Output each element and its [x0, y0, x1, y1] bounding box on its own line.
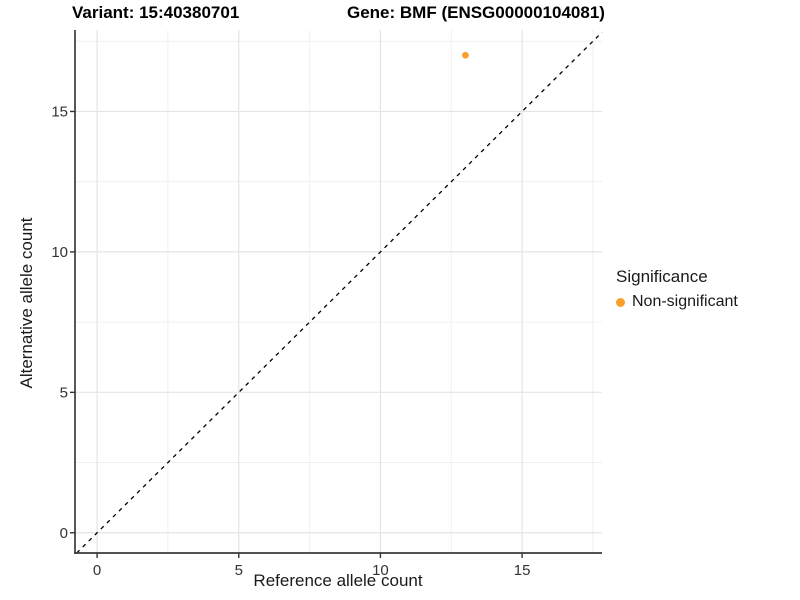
legend: Significance Non-significant — [616, 267, 738, 311]
y-tick-label: 0 — [60, 525, 68, 542]
x-axis-title: Reference allele count — [253, 571, 423, 590]
x-tick-label: 15 — [514, 562, 531, 579]
legend-item: Non-significant — [616, 293, 738, 311]
plot-title-variant: Variant: 15:40380701 — [72, 3, 240, 22]
y-tick-label: 5 — [60, 384, 68, 401]
plot-title-gene: Gene: BMF (ENSG00000104081) — [347, 3, 605, 22]
x-tick-label: 0 — [93, 562, 101, 579]
legend-item-label: Non-significant — [632, 293, 738, 310]
x-tick-label: 5 — [235, 562, 243, 579]
y-tick-label: 15 — [51, 103, 68, 120]
legend-title: Significance — [616, 267, 708, 286]
y-tick-label: 10 — [51, 244, 68, 261]
x-tick-label: 10 — [372, 562, 389, 579]
data-point — [462, 51, 469, 59]
legend-point-icon — [616, 297, 625, 307]
y-axis-title: Alternative allele count — [17, 217, 36, 389]
identity-reference-line — [76, 31, 603, 554]
